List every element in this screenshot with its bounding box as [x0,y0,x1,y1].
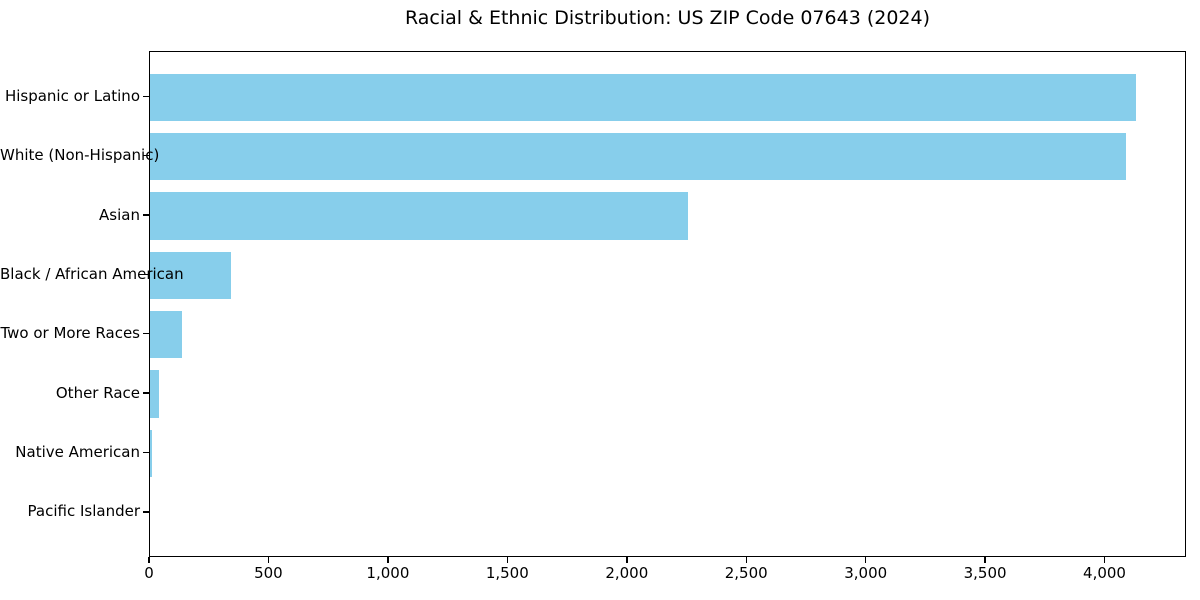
x-tick-mark [1103,557,1106,563]
y-tick-label: Pacific Islander [27,502,140,521]
x-tick-label: 3,000 [844,564,888,582]
y-tick-label: White (Non-Hispanic) [0,146,160,165]
x-tick-mark [267,557,270,563]
bar [150,192,688,240]
y-tick-label: Black / African American [0,264,184,283]
y-tick-label: Hispanic or Latino [4,86,140,105]
y-tick-label: Asian [99,205,140,224]
x-tick-label: 500 [254,564,283,582]
bar [150,370,160,418]
x-tick-label: 2,000 [605,564,649,582]
y-tick-mark [143,95,149,97]
y-tick-mark [143,451,149,454]
x-tick-mark [506,557,509,563]
plot-area [149,51,1186,557]
x-tick-label: 0 [144,564,154,582]
bar [150,310,182,359]
x-tick-mark [148,557,150,563]
x-tick-mark [626,557,628,563]
chart-title: Racial & Ethnic Distribution: US ZIP Cod… [404,7,931,29]
y-tick-label: Other Race [55,383,140,402]
x-tick-label: 1,000 [366,564,410,582]
x-tick-mark [387,557,389,563]
x-tick-label: 1,500 [485,564,529,582]
y-tick-mark [143,214,149,216]
x-tick-mark [864,557,867,563]
bar [150,132,1126,181]
x-tick-mark [984,557,986,563]
y-tick-label: Native American [15,442,140,461]
bar [150,251,231,300]
y-tick-mark [143,154,149,157]
x-tick-label: 4,000 [1083,564,1126,582]
y-tick-mark [143,511,149,513]
x-tick-label: 2,500 [724,564,768,582]
y-tick-label: Two or More Races [0,324,140,343]
x-tick-mark [745,557,747,563]
y-tick-mark [143,332,149,335]
y-tick-mark [143,392,149,394]
bar [150,429,152,478]
y-tick-mark [143,273,149,276]
x-tick-label: 3,500 [963,564,1007,582]
bar [150,73,1136,121]
